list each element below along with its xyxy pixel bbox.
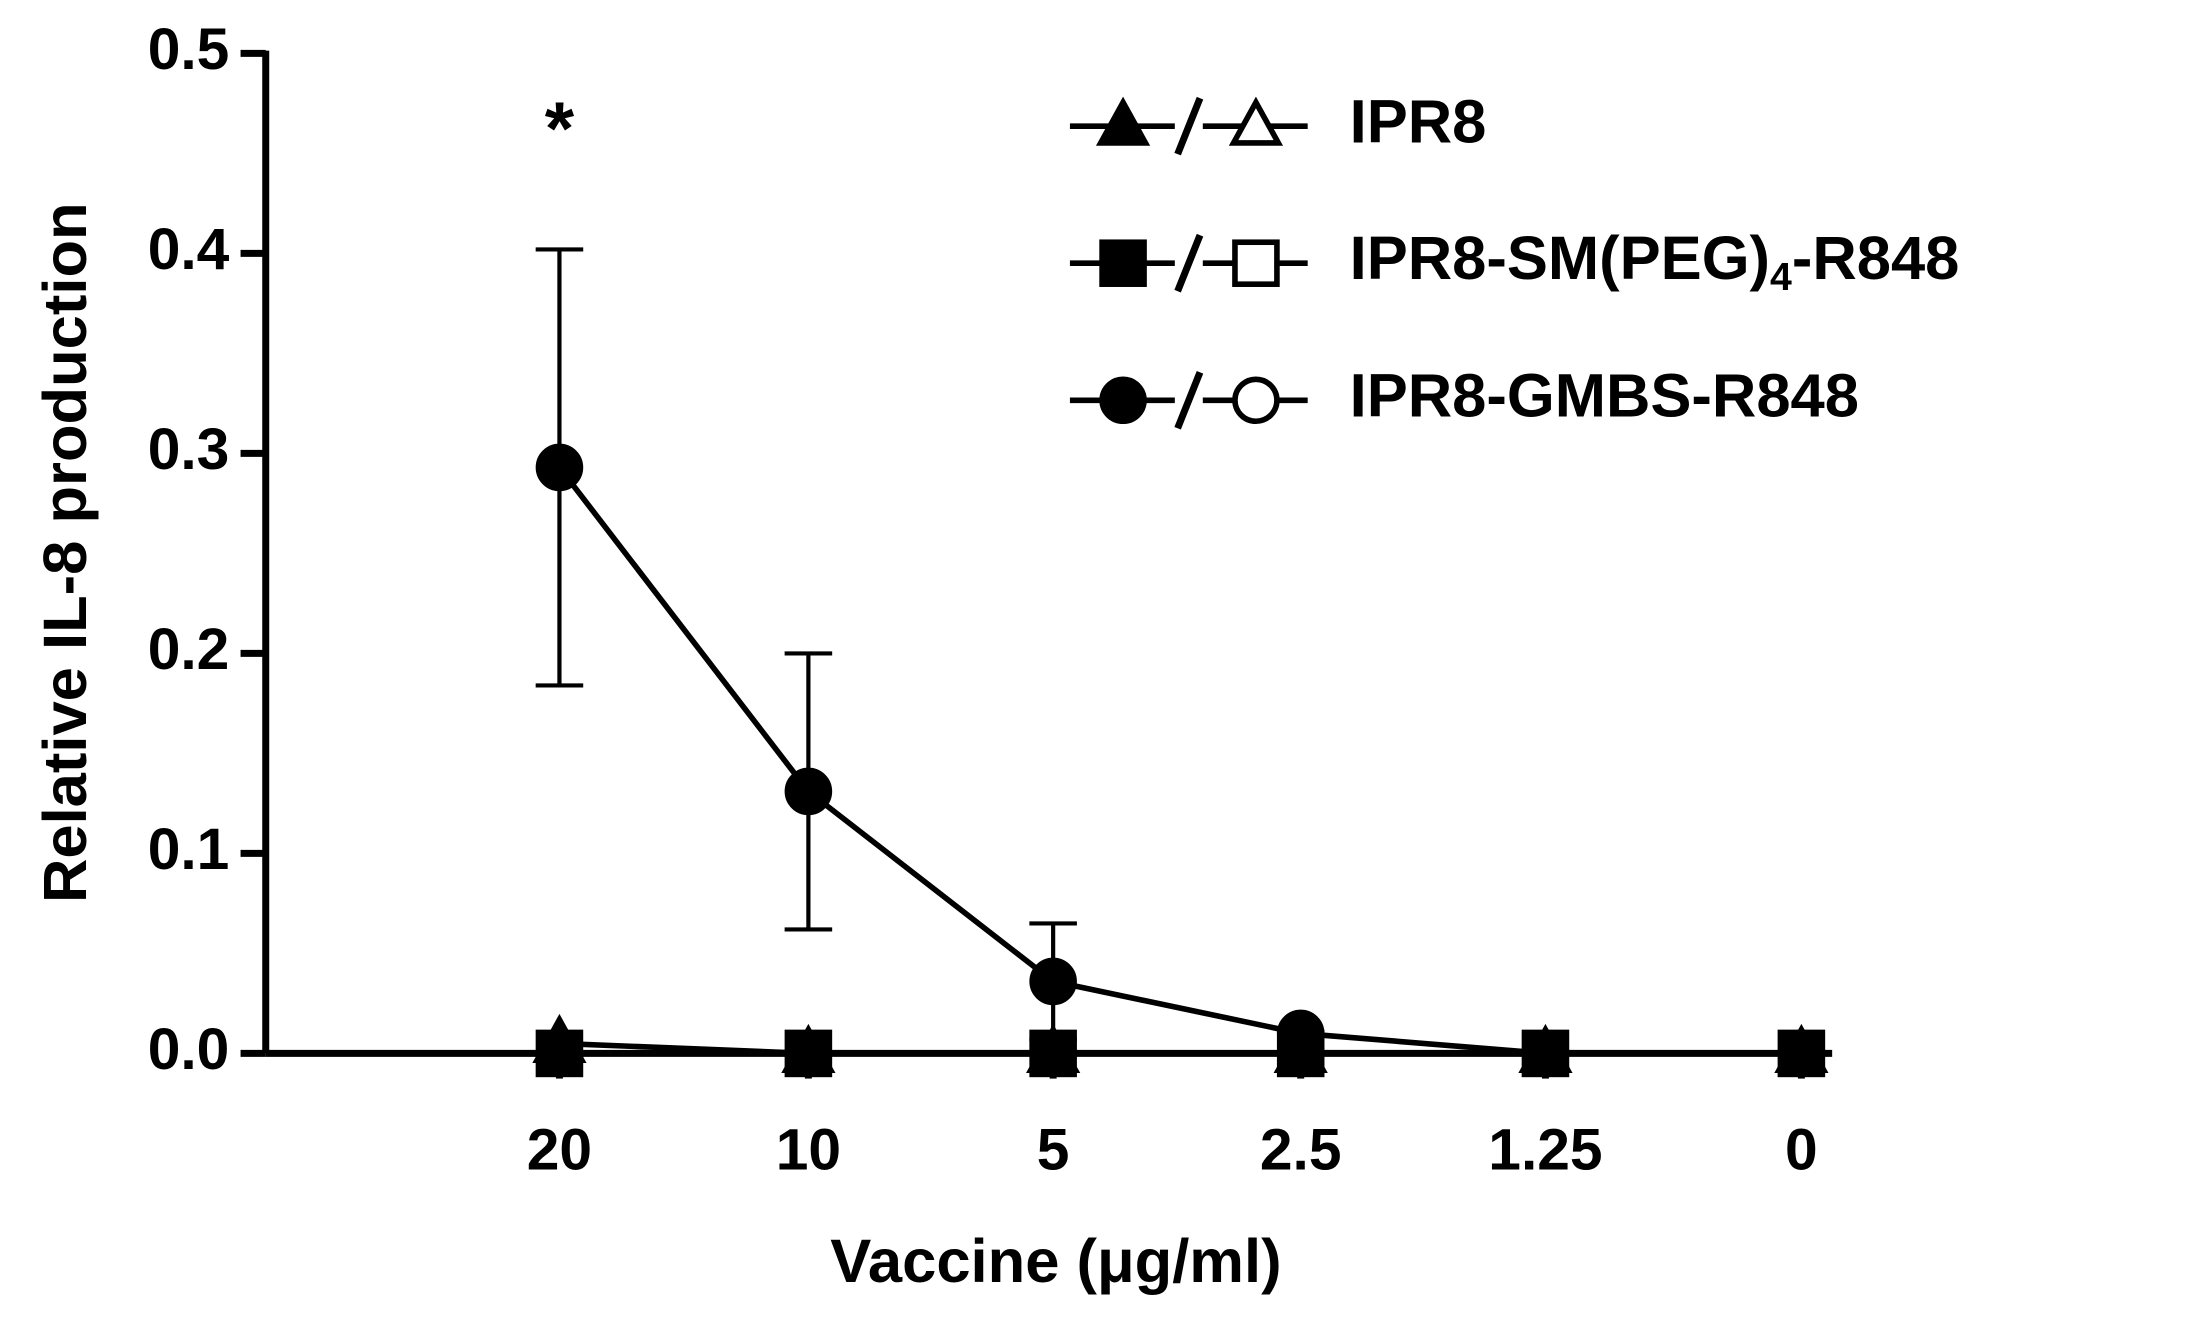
data-point: [784, 1029, 833, 1078]
legend-marker: [1099, 376, 1147, 425]
legend-label-part: -R848: [1792, 224, 1960, 293]
legend-marker: [1232, 239, 1280, 287]
data-point: [1777, 1029, 1826, 1078]
y-axis-title: Relative IL-8 production: [31, 202, 100, 903]
data-point: [1276, 1009, 1325, 1058]
y-tick-label: 0.4: [148, 217, 230, 282]
series-line: [557, 465, 1802, 1057]
legend-label: IPR8: [1350, 87, 1487, 156]
x-tick-label: 0: [1785, 1118, 1818, 1183]
legend-marker: [1232, 376, 1280, 425]
legend-slash: [1174, 370, 1204, 430]
legend-marker: [1228, 96, 1284, 146]
legend-marker: [1095, 96, 1151, 146]
x-tick-label: 20: [527, 1118, 592, 1183]
data-point: [1029, 957, 1077, 1006]
legend-label-part: IPR8-SM(PEG): [1350, 224, 1770, 293]
data-point: [1521, 1029, 1570, 1078]
y-tick-label: 0.5: [148, 17, 230, 82]
legend-marker: [1099, 239, 1147, 287]
data-point: [535, 1029, 584, 1078]
legend-slash: [1174, 233, 1204, 293]
legend-slash: [1174, 96, 1204, 156]
data-point: [784, 767, 833, 816]
data-point: [535, 443, 584, 492]
annotation: *: [545, 88, 575, 172]
x-tick-label: 5: [1037, 1118, 1070, 1183]
y-tick-label: 0.1: [148, 817, 230, 882]
y-tick-label: 0.2: [148, 617, 230, 682]
x-axis-title: Vaccine (μg/ml): [830, 1227, 1281, 1296]
legend-label-part: 4: [1770, 256, 1792, 299]
x-tick-label: 2.5: [1260, 1118, 1342, 1183]
y-tick-label: 0.3: [148, 417, 230, 482]
x-tick-label: 10: [776, 1118, 841, 1183]
x-tick-label: 1.25: [1488, 1118, 1602, 1183]
legend-label: IPR8-SM(PEG)4-R848: [1350, 224, 1960, 299]
y-tick-label: 0.0: [148, 1017, 230, 1082]
legend-label: IPR8-GMBS-R848: [1350, 362, 1859, 431]
